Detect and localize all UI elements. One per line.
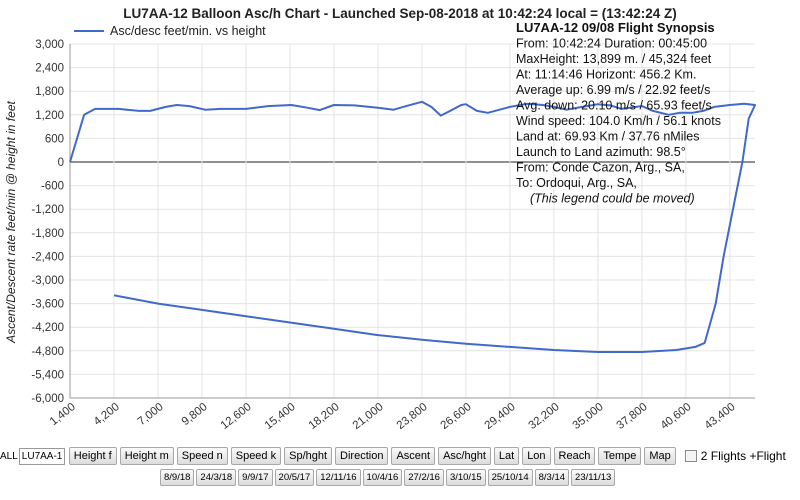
chart: LU7AA-12 Balloon Asc/h Chart - Launched … xyxy=(4,6,756,432)
chart-button-speed-k[interactable]: Speed k xyxy=(230,447,282,465)
synopsis-line: Land at: 69.93 Km / 37.76 nMiles xyxy=(516,130,699,144)
toolbar-dates: 8/9/18 24/3/18 9/9/17 20/5/17 12/11/16 10/4/1… xyxy=(160,467,617,487)
flight-date-button[interactable]: 8/3/14 xyxy=(534,468,570,486)
y-tick-label: 2,400 xyxy=(35,63,64,75)
synopsis-line: Wind speed: 104.0 Km/h / 56.1 knots xyxy=(516,114,721,128)
flight-date-button[interactable]: 25/10/14 xyxy=(487,468,533,486)
y-tick-label: 3,000 xyxy=(35,39,64,51)
flight-date-button[interactable]: 20/5/17 xyxy=(274,468,315,486)
x-tick-label: 40,600 xyxy=(659,401,694,432)
y-tick-label: -1,800 xyxy=(31,228,64,240)
grid xyxy=(69,43,755,399)
synopsis-line: MaxHeight: 13,899 m. / 45,324 feet xyxy=(516,52,712,66)
all-label: ALL xyxy=(0,450,18,462)
x-tick-label: 43,400 xyxy=(703,401,738,432)
y-tick-label: 0 xyxy=(58,157,64,169)
y-tick-label: 1,200 xyxy=(35,110,64,122)
chart-button-lon[interactable]: Lon xyxy=(522,447,551,465)
synopsis-title: LU7AA-12 09/08 Flight Synopsis xyxy=(516,20,715,35)
y-tick-label: -6,000 xyxy=(31,393,64,405)
series-layer xyxy=(69,100,756,353)
x-tick-label: 9,800 xyxy=(180,401,210,428)
chart-type-buttons: Height f Height m Speed n Speed k Sp/hght Dir… xyxy=(68,447,679,465)
x-tick-label: 7,000 xyxy=(136,401,166,428)
y-tick-label: 600 xyxy=(45,133,64,145)
x-tick-label: 29,400 xyxy=(483,401,518,432)
chart-title: LU7AA-12 Balloon Asc/h Chart - Launched … xyxy=(123,6,677,21)
y-tick-label: -3,000 xyxy=(31,275,64,287)
flight-date-button[interactable]: 12/11/16 xyxy=(316,468,361,486)
y-tick-label: -600 xyxy=(41,181,64,193)
y-tick-label: 1,800 xyxy=(35,86,64,98)
x-tick-label: 35,000 xyxy=(571,401,606,432)
chart-button-asc-hght[interactable]: Asc/hght xyxy=(438,447,491,465)
synopsis-line: Avg. down: 20.10 m/s / 65.93 feet/s xyxy=(516,99,712,113)
chart-button-tempe[interactable]: Tempe xyxy=(598,447,642,465)
flight-date-button[interactable]: 3/10/15 xyxy=(445,468,486,486)
x-tick-label: 26,600 xyxy=(439,401,474,432)
synopsis-line: At: 11:14:46 Horizont: 456.2 Km. xyxy=(516,68,696,82)
flight-date-button[interactable]: 24/3/18 xyxy=(196,468,237,486)
synopsis-line: From: 10:42:24 Duration: 00:45:00 xyxy=(516,37,707,51)
y-tick-label: -3,600 xyxy=(31,299,64,311)
flight-date-button[interactable]: 23/11/13 xyxy=(571,468,616,486)
chart-button-map[interactable]: Map xyxy=(644,447,676,465)
flight-date-button[interactable]: 9/9/17 xyxy=(238,468,273,486)
flight-date-button[interactable]: 27/2/16 xyxy=(404,468,444,486)
y-tick-label: -5,400 xyxy=(31,369,64,381)
x-tick-label: 37,800 xyxy=(615,401,650,432)
two-flights-checkbox[interactable] xyxy=(684,450,697,462)
chart-button-height-m[interactable]: Height m xyxy=(119,447,174,465)
synopsis-line: To: Ordoqui, Arg., SA, xyxy=(516,176,637,190)
chart-button-height-f[interactable]: Height f xyxy=(68,447,117,465)
x-tick-label: 15,400 xyxy=(263,401,298,432)
y-axis-label: Ascent/Descent rate feet/min @ height in… xyxy=(4,101,18,344)
chart-button-sp-hght[interactable]: Sp/hght xyxy=(284,447,333,465)
x-tick-label: 21,000 xyxy=(351,401,386,432)
flight-date-button[interactable]: 10/4/16 xyxy=(362,468,403,486)
synopsis-line: From: Conde Cazon, Arg., SA, xyxy=(516,161,685,175)
flight-synopsis-box[interactable]: LU7AA-12 09/08 Flight Synopsis From: 10:4… xyxy=(516,20,721,206)
y-axis: 3,000 2,400 1,800 1,200 600 0 -600 -1,200 -1,800… xyxy=(31,39,64,405)
chart-button-speed-n[interactable]: Speed n xyxy=(176,447,228,465)
y-tick-label: -4,200 xyxy=(31,322,64,334)
chart-button-reach[interactable]: Reach xyxy=(553,447,596,465)
y-tick-label: -1,200 xyxy=(31,204,64,216)
series-line xyxy=(69,100,756,353)
x-tick-label: 4,200 xyxy=(92,401,122,428)
chart-button-direction[interactable]: Direction xyxy=(335,447,389,465)
chart-button-ascent[interactable]: Ascent xyxy=(391,447,436,465)
x-axis: 1,400 4,200 7,000 9,800 12,600 15,400 18,200 21… xyxy=(48,401,738,432)
two-flights-label: 2 Flights +Flight xyxy=(700,449,786,463)
x-tick-label: 12,600 xyxy=(219,401,254,432)
chart-button-lat[interactable]: Lat xyxy=(493,447,520,465)
x-tick-label: 32,200 xyxy=(527,401,562,432)
legend[interactable]: Asc/desc feet/min. vs height xyxy=(74,24,266,38)
synopsis-note: (This legend could be moved) xyxy=(530,192,695,206)
x-tick-label: 23,800 xyxy=(395,401,430,432)
flight-date-button[interactable]: 8/9/18 xyxy=(160,468,195,486)
callsign-input[interactable] xyxy=(18,447,65,465)
legend-label: Asc/desc feet/min. vs height xyxy=(110,24,266,38)
x-tick-label: 18,200 xyxy=(307,401,342,432)
y-tick-label: -2,400 xyxy=(31,251,64,263)
synopsis-line: Launch to Land azimuth: 98.5° xyxy=(516,145,686,159)
y-tick-label: -4,800 xyxy=(31,346,64,358)
synopsis-line: Average up: 6.99 m/s / 22.92 feet/s xyxy=(516,83,710,97)
